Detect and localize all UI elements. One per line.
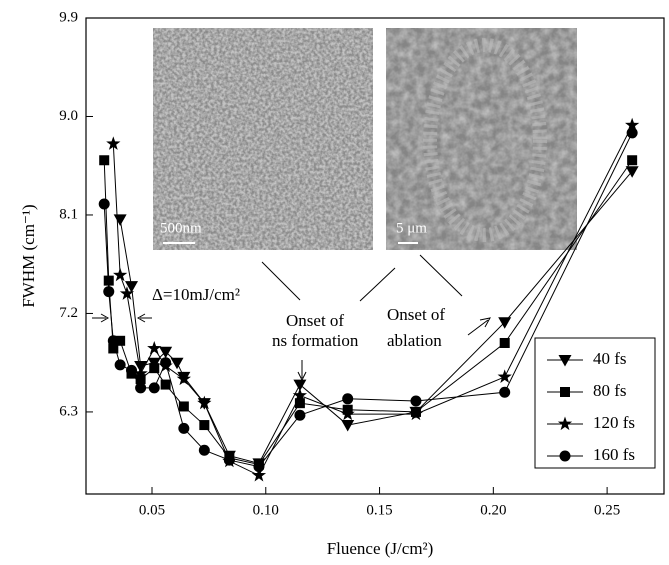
legend-label: 40 fs	[593, 349, 627, 368]
marker	[342, 393, 354, 405]
inset-right: 5 μm	[386, 28, 577, 250]
legend-marker	[557, 416, 573, 431]
marker	[178, 401, 189, 412]
x-tick-label: 0.20	[480, 502, 506, 518]
y-tick-label: 9.9	[59, 9, 78, 25]
plot-frame	[85, 17, 665, 495]
y-tick-label: 6.3	[59, 403, 78, 419]
x-tick-label: 0.10	[253, 502, 279, 518]
marker	[197, 395, 212, 410]
marker	[99, 155, 110, 166]
marker	[149, 363, 160, 374]
marker	[103, 275, 114, 286]
marker	[170, 357, 184, 370]
x-tick-label: 0.15	[366, 502, 392, 518]
marker	[198, 444, 210, 456]
marker	[251, 467, 267, 482]
x-axis-label: Fluence (J/cm²)	[327, 539, 434, 558]
legend-marker	[558, 355, 572, 367]
marker	[178, 422, 190, 434]
marker	[126, 364, 138, 376]
legend-label: 160 fs	[593, 445, 635, 464]
marker	[340, 406, 355, 421]
annotation: ns formation	[272, 331, 359, 350]
marker	[119, 286, 135, 300]
annotation: Onset of	[387, 305, 445, 324]
legend-label: 80 fs	[593, 381, 627, 400]
scale-label: 5 μm	[396, 220, 427, 236]
marker	[135, 382, 147, 394]
marker	[626, 127, 638, 139]
marker	[148, 382, 160, 394]
y-axis-label: FWHM (cm⁻¹)	[19, 204, 38, 307]
marker	[113, 214, 127, 226]
marker	[498, 317, 512, 329]
marker	[499, 337, 510, 348]
marker	[125, 281, 139, 293]
x-tick-label: 0.05	[139, 502, 165, 518]
marker	[627, 155, 638, 166]
marker	[147, 340, 162, 355]
annotation-arrows	[92, 254, 491, 382]
inset-left: 500nm	[153, 28, 373, 250]
marker	[108, 343, 119, 354]
marker	[625, 166, 639, 178]
marker	[135, 374, 146, 385]
marker	[113, 267, 128, 282]
marker	[115, 335, 126, 346]
marker	[294, 409, 306, 421]
marker	[133, 366, 148, 380]
marker	[499, 386, 511, 398]
marker	[294, 398, 305, 409]
marker	[292, 388, 308, 402]
marker	[98, 198, 110, 210]
marker	[625, 117, 640, 132]
marker	[160, 379, 171, 390]
marker	[410, 395, 422, 407]
marker	[106, 136, 121, 150]
annotation: Δ=10mJ/cm²	[152, 285, 240, 304]
marker	[408, 406, 424, 421]
marker	[223, 454, 235, 466]
legend-marker	[560, 387, 570, 397]
marker	[253, 461, 265, 473]
marker	[107, 335, 119, 347]
marker	[114, 359, 126, 371]
marker	[199, 420, 210, 431]
marker	[159, 346, 173, 359]
marker	[176, 371, 191, 386]
annotation: ablation	[387, 331, 442, 350]
legend-label: 120 fs	[593, 413, 635, 432]
y-tick-label: 9.0	[59, 108, 78, 124]
legend-marker	[559, 450, 571, 462]
marker	[293, 379, 307, 392]
x-tick-label: 0.25	[594, 502, 620, 518]
marker	[160, 357, 172, 369]
marker	[103, 286, 115, 298]
annotation: Onset of	[286, 311, 344, 330]
marker	[341, 420, 355, 432]
scale-label: 500nm	[160, 220, 202, 236]
y-tick-label: 8.1	[59, 206, 78, 222]
marker	[497, 369, 512, 383]
y-tick-label: 7.2	[59, 305, 78, 321]
